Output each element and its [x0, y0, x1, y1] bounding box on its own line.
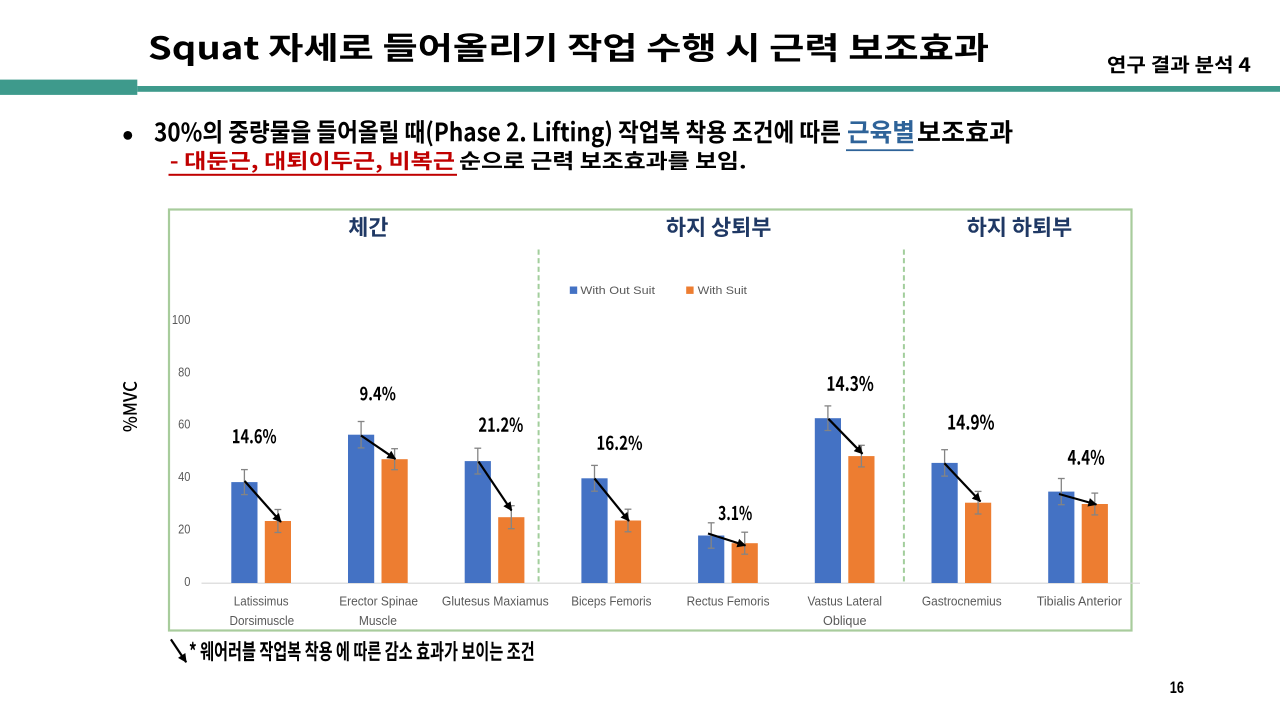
- svg-text:Vastus Lateral: Vastus Lateral: [808, 595, 883, 609]
- svg-text:Latissimus: Latissimus: [234, 595, 289, 609]
- svg-text:0: 0: [184, 574, 190, 589]
- svg-text:Gastrocnemius: Gastrocnemius: [922, 595, 1002, 609]
- svg-text:40: 40: [178, 469, 190, 484]
- svg-text:100: 100: [172, 312, 191, 327]
- svg-text:20: 20: [178, 521, 190, 536]
- svg-text:16: 16: [1170, 679, 1184, 697]
- svg-text:Erector Spinae: Erector Spinae: [339, 595, 418, 609]
- svg-text:With Suit: With Suit: [698, 285, 747, 297]
- svg-text:Tibialis Anterior: Tibialis Anterior: [1037, 595, 1122, 609]
- svg-text:With Out Suit: With Out Suit: [580, 285, 655, 297]
- svg-text:Oblique: Oblique: [823, 614, 867, 628]
- svg-text:Muscle: Muscle: [359, 614, 397, 628]
- svg-text:Rectus Femoris: Rectus Femoris: [687, 595, 770, 609]
- svg-text:Dorsimuscle: Dorsimuscle: [230, 614, 295, 628]
- svg-text:Glutesus Maxiamus: Glutesus Maxiamus: [442, 595, 549, 609]
- svg-text:Biceps Femoris: Biceps Femoris: [571, 595, 651, 609]
- svg-text:60: 60: [178, 416, 190, 431]
- svg-text:80: 80: [178, 364, 190, 379]
